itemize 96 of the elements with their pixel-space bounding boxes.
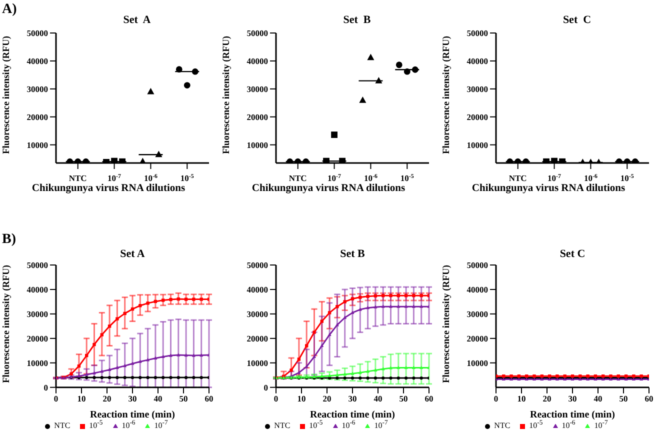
y-tick-label: 40000 <box>466 284 488 294</box>
x-tick-label: 10$^{-6}$ <box>584 173 598 183</box>
x-tick-label: 0 <box>54 393 58 404</box>
y-tick-label: 40000 <box>246 56 268 66</box>
x-tick-label: 40 <box>374 393 382 404</box>
y-axis-title: Fluorescence intensity (RFU) <box>222 36 232 154</box>
x-axis-title: Chikungunya virus RNA dilutions <box>250 183 406 194</box>
x-tick-label: 50 <box>179 393 188 404</box>
y-tick-label: 0 <box>264 382 268 392</box>
y-tick-label: 20000 <box>26 333 48 344</box>
y-tick-label: 30000 <box>26 84 48 94</box>
y-tick-label: 50000 <box>466 260 488 270</box>
y-tick-label: 20000 <box>26 112 48 122</box>
x-tick-label: NTC <box>288 173 307 183</box>
legend-label: NTC <box>274 421 290 430</box>
x-tick-label: 40 <box>154 393 162 404</box>
legend-label: 10$^{-7}$ <box>594 419 608 430</box>
x-tick-label: 10$^{-7}$ <box>328 173 342 183</box>
text: A) <box>2 2 17 18</box>
legend-label: NTC <box>54 421 70 430</box>
chart-title: Set B <box>339 248 366 260</box>
x-tick-label: 10$^{-7}$ <box>108 173 122 183</box>
y-tick-label: 20000 <box>466 112 488 122</box>
y-axis-title: Fluorescence intensity (RFU) <box>442 36 452 154</box>
x-axis-title: Chikungunya virus RNA dilutions <box>30 183 186 194</box>
legend-label: 10$^{-7}$ <box>154 419 168 430</box>
legend-label: 10$^{-5}$ <box>89 419 103 430</box>
chart-title: Set C <box>558 248 586 260</box>
y-tick-label: 30000 <box>246 308 268 319</box>
x-tick-label: NTC <box>508 173 527 183</box>
y-tick-label: 50000 <box>466 28 488 38</box>
y-tick-label: 10000 <box>26 358 48 368</box>
x-tick-label: 20 <box>322 393 332 404</box>
x-tick-label: 40 <box>594 393 602 404</box>
y-tick-label: 10000 <box>466 140 488 150</box>
x-tick-label: 10 <box>517 393 526 404</box>
legend-label: 10$^{-6}$ <box>122 419 136 430</box>
x-tick-label: 20 <box>542 393 552 404</box>
y-tick-label: 10000 <box>246 140 268 150</box>
y-tick-label: 10000 <box>26 140 48 150</box>
y-tick-label: 50000 <box>26 28 48 38</box>
x-tick-label: 60 <box>644 393 654 404</box>
text: B) <box>2 232 16 248</box>
x-tick-label: 10$^{-5}$ <box>180 173 194 183</box>
chart-title: Set A <box>122 14 152 26</box>
y-tick-label: 0 <box>44 382 48 392</box>
y-tick-label: 40000 <box>26 56 48 66</box>
x-tick-label: 10$^{-6}$ <box>144 173 158 183</box>
y-tick-label: 20000 <box>246 112 268 122</box>
y-axis-title: Fluorescence intensity (RFU) <box>2 36 12 154</box>
x-tick-label: 10 <box>297 393 306 404</box>
x-tick-label: 30 <box>568 393 577 404</box>
y-tick-label: 40000 <box>466 56 488 66</box>
x-tick-label: 50 <box>619 393 628 404</box>
y-tick-label: 20000 <box>246 333 268 344</box>
x-tick-label: 0 <box>494 393 498 404</box>
x-tick-label: 50 <box>399 393 408 404</box>
x-tick-label: 0 <box>274 393 278 404</box>
y-tick-label: 40000 <box>26 284 48 294</box>
legend-label: NTC <box>494 421 510 430</box>
x-tick-label: 30 <box>348 393 357 404</box>
y-tick-label: 50000 <box>246 28 268 38</box>
x-tick-label: 30 <box>128 393 137 404</box>
y-tick-label: 20000 <box>466 333 488 344</box>
x-tick-label: 10$^{-5}$ <box>620 173 634 183</box>
y-tick-label: 30000 <box>26 308 48 319</box>
x-tick-label: 10 <box>77 393 86 404</box>
x-tick-label: 10$^{-5}$ <box>400 173 414 183</box>
x-tick-label: 10$^{-6}$ <box>364 173 378 183</box>
chart-title: Set B <box>342 14 372 26</box>
x-axis-title: Reaction time (min) <box>90 409 175 420</box>
y-axis-title: Fluorescence intensity (RFU) <box>442 264 452 384</box>
x-tick-label: 20 <box>102 393 112 404</box>
chart-title: Set A <box>119 248 146 260</box>
legend-label: 10$^{-7}$ <box>374 419 388 430</box>
legend-label: 10$^{-5}$ <box>529 419 543 430</box>
legend-label: 10$^{-6}$ <box>342 419 356 430</box>
y-tick-label: 30000 <box>466 84 488 94</box>
y-tick-label: 10000 <box>246 358 268 368</box>
y-tick-label: 40000 <box>246 284 268 294</box>
x-tick-label: 60 <box>204 393 214 404</box>
x-tick-label: 10$^{-7}$ <box>548 173 562 183</box>
y-tick-label: 30000 <box>246 84 268 94</box>
y-tick-label: 50000 <box>26 260 48 270</box>
legend-label: 10$^{-5}$ <box>309 419 323 430</box>
y-tick-label: 10000 <box>466 358 488 368</box>
y-axis-title: Fluorescence intensity (RFU) <box>2 264 12 384</box>
x-axis-title: Reaction time (min) <box>310 409 395 420</box>
x-axis-title: Chikungunya virus RNA dilutions <box>470 183 626 194</box>
y-tick-label: 30000 <box>466 308 488 319</box>
x-tick-label: NTC <box>68 173 87 183</box>
x-axis-title: Reaction time (min) <box>530 409 615 420</box>
x-tick-label: 60 <box>424 393 434 404</box>
legend-label: 10$^{-6}$ <box>562 419 576 430</box>
chart-title: Set C <box>562 14 592 26</box>
y-tick-label: 50000 <box>246 260 268 270</box>
